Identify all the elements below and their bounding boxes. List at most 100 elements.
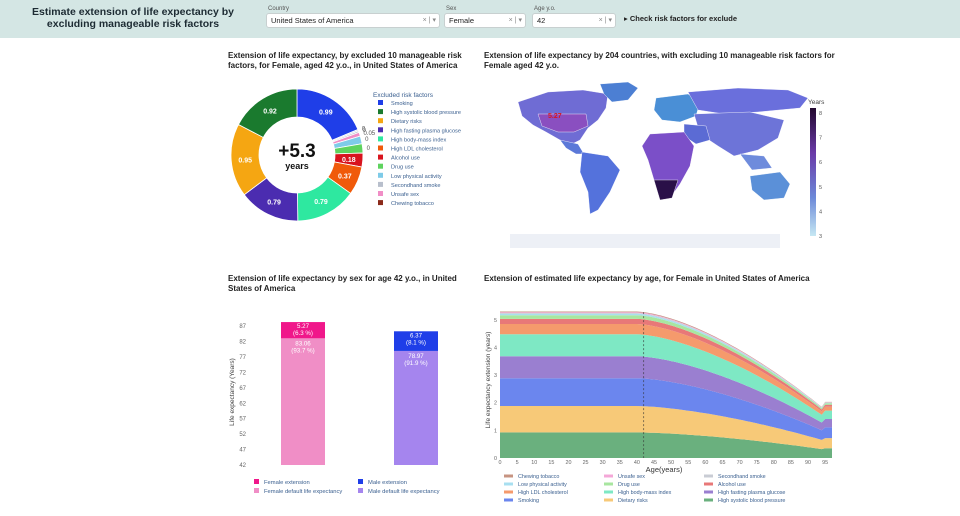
southern-africa-shape[interactable] <box>653 179 679 201</box>
legend-swatch[interactable] <box>254 479 259 484</box>
legend-item-label[interactable]: Secondhand smoke <box>718 474 766 480</box>
legend-item-label[interactable]: Unsafe sex <box>391 192 419 198</box>
legend-item-label[interactable]: Low physical activity <box>391 174 442 180</box>
central-america-shape[interactable] <box>559 139 585 155</box>
legend-swatch[interactable] <box>604 498 613 502</box>
legend-swatch[interactable] <box>378 154 383 160</box>
legend-swatch[interactable] <box>254 488 259 493</box>
legend-item-label[interactable]: High fasting plasma glucose <box>391 128 461 134</box>
bar-default[interactable] <box>394 350 438 465</box>
legend-item-label[interactable]: Smoking <box>391 101 413 107</box>
legend-swatch[interactable] <box>358 488 363 493</box>
chevron-down-icon[interactable]: ▾ <box>518 17 522 24</box>
area-x-tick: 70 <box>737 460 743 466</box>
legend-item-label[interactable]: Drug use <box>618 482 640 488</box>
legend-swatch[interactable] <box>504 498 513 502</box>
australia-shape[interactable] <box>749 171 791 201</box>
legend-swatch[interactable] <box>504 490 513 494</box>
legend-swatch[interactable] <box>378 136 383 142</box>
age-select[interactable]: 42 × | ▾ <box>532 13 616 28</box>
legend-item-label[interactable]: Female extension <box>264 480 310 486</box>
legend-swatch[interactable] <box>378 181 383 187</box>
bar-extension[interactable] <box>281 322 325 339</box>
legend-item-label[interactable]: Chewing tobacco <box>518 474 559 480</box>
legend-swatch[interactable] <box>378 100 383 105</box>
legend-item-label[interactable]: Female default life expectancy <box>264 489 342 495</box>
area-x-tick: 75 <box>754 460 760 466</box>
chevron-down-icon[interactable]: ▾ <box>432 17 436 24</box>
area-x-tick: 45 <box>651 460 657 466</box>
area-y-tick: 3 <box>494 373 497 379</box>
area-x-tick: 30 <box>600 460 606 466</box>
legend-item-label[interactable]: High LDL cholesterol <box>391 147 443 153</box>
bar-y-tick: 47 <box>239 448 246 454</box>
legend-item-label[interactable]: Drug use <box>391 165 414 171</box>
bar-y-tick: 82 <box>239 340 246 346</box>
area-layer[interactable] <box>500 406 832 450</box>
bar-y-tick: 62 <box>239 401 246 407</box>
clear-icon[interactable]: × <box>422 17 427 24</box>
legend-swatch[interactable] <box>704 482 713 486</box>
check-risk-factors-label: Check risk factors for exclude <box>629 14 737 23</box>
legend-swatch[interactable] <box>378 200 383 206</box>
legend-swatch[interactable] <box>378 191 383 196</box>
sex-select[interactable]: Female × | ▾ <box>444 13 526 28</box>
country-select[interactable]: United States of America × | ▾ <box>266 13 440 28</box>
legend-swatch[interactable] <box>604 482 613 486</box>
legend-item-label[interactable]: High systolic blood pressure <box>718 498 785 504</box>
legend-swatch[interactable] <box>704 490 713 494</box>
legend-item-label[interactable]: Dietary risks <box>618 498 648 504</box>
chevron-down-icon[interactable]: ▾ <box>608 17 612 24</box>
legend-item-label[interactable]: Secondhand smoke <box>391 183 440 189</box>
legend-item-label[interactable]: High fasting plasma glucose <box>718 490 785 496</box>
area-layer[interactable] <box>500 378 832 440</box>
bar-y-tick: 52 <box>239 432 246 438</box>
bar-default[interactable] <box>281 338 325 465</box>
legend-swatch[interactable] <box>378 163 383 169</box>
legend-item-label[interactable]: High body-mass index <box>391 137 447 143</box>
area-x-tick: 40 <box>634 460 640 466</box>
legend-swatch[interactable] <box>704 498 713 502</box>
legend-item-label[interactable]: Alcohol use <box>718 482 746 488</box>
area-x-tick: 80 <box>771 460 777 466</box>
area-x-tick: 55 <box>685 460 691 466</box>
choropleth-map[interactable]: 5.27 Years 8 7 6 5 4 3 <box>488 80 840 252</box>
legend-swatch[interactable] <box>358 479 363 484</box>
bar-extension[interactable] <box>394 331 438 351</box>
legend-swatch[interactable] <box>378 172 383 178</box>
legend-swatch[interactable] <box>604 490 613 494</box>
legend-swatch[interactable] <box>378 145 383 151</box>
legend-swatch[interactable] <box>378 127 383 133</box>
legend-item-label[interactable]: High systolic blood pressure <box>391 110 461 116</box>
legend-item-label[interactable]: Unsafe sex <box>618 474 645 480</box>
area-layer[interactable] <box>500 324 832 415</box>
area-layer[interactable] <box>500 334 832 423</box>
greenland-shape[interactable] <box>599 81 639 103</box>
check-risk-factors-toggle[interactable]: ▸ Check risk factors for exclude <box>624 14 737 23</box>
russia-shape[interactable] <box>687 87 809 115</box>
legend-item-label[interactable]: High body-mass index <box>618 490 672 496</box>
clear-icon[interactable]: × <box>598 17 603 24</box>
legend-item-label[interactable]: Smoking <box>518 498 539 504</box>
legend-item-label[interactable]: Male default life expectancy <box>368 489 440 495</box>
area-layer[interactable] <box>500 356 832 431</box>
legend-swatch[interactable] <box>604 474 613 478</box>
area-layer[interactable] <box>500 432 832 458</box>
southeast-asia-shape[interactable] <box>739 153 773 171</box>
donut-slice[interactable] <box>237 88 298 138</box>
donut-center-unit: years <box>285 161 309 171</box>
legend-item-label[interactable]: Low physical activity <box>518 482 567 488</box>
legend-swatch[interactable] <box>504 474 513 478</box>
south-america-shape[interactable] <box>579 151 621 215</box>
legend-swatch[interactable] <box>378 109 383 115</box>
legend-swatch[interactable] <box>378 118 383 124</box>
legend-item-label[interactable]: Male extension <box>368 480 407 486</box>
usa-shape[interactable] <box>537 113 589 133</box>
legend-item-label[interactable]: Chewing tobacco <box>391 201 434 207</box>
legend-item-label[interactable]: High LDL cholesterol <box>518 490 568 496</box>
legend-swatch[interactable] <box>504 482 513 486</box>
clear-icon[interactable]: × <box>508 17 513 24</box>
legend-item-label[interactable]: Dietary risks <box>391 119 422 125</box>
legend-swatch[interactable] <box>704 474 713 478</box>
legend-item-label[interactable]: Alcohol use <box>391 156 420 162</box>
